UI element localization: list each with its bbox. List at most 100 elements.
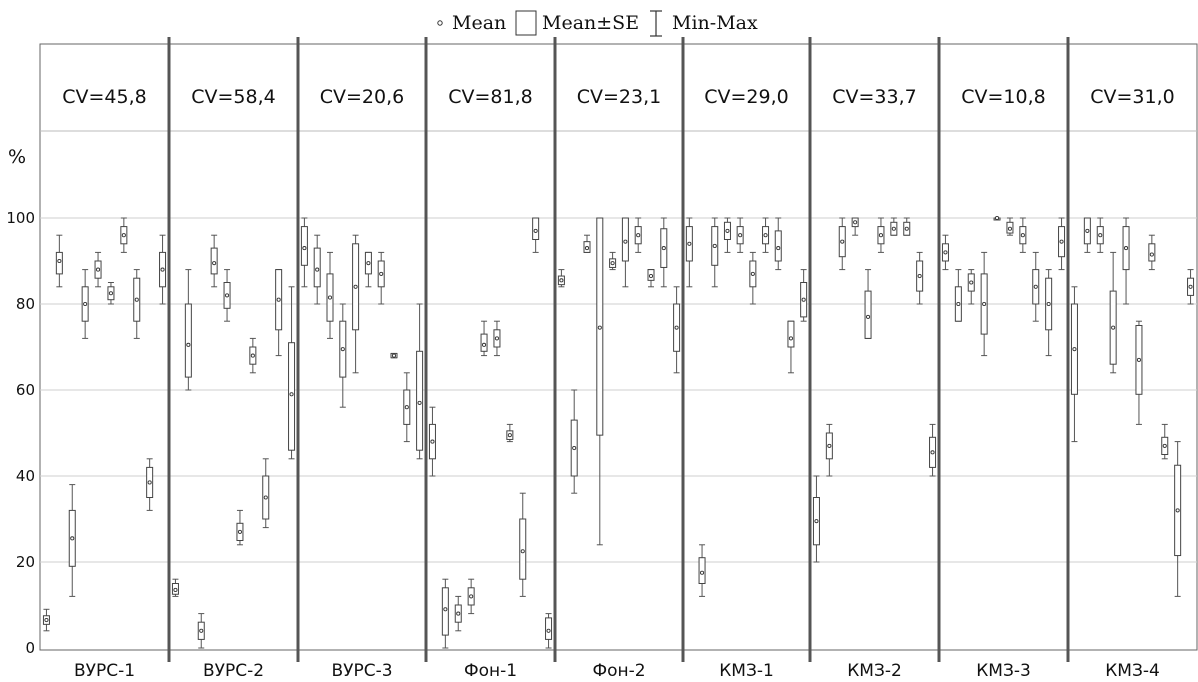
box-item <box>1096 217 1104 253</box>
mean-marker <box>763 233 768 238</box>
legend: Mean Mean±SE Min-Max <box>437 10 758 37</box>
box-item <box>300 217 308 288</box>
mean-marker <box>982 301 987 307</box>
y-tick-label: 20 <box>16 553 35 571</box>
box-item <box>493 320 501 357</box>
box-item <box>42 608 50 632</box>
box-item <box>993 215 1001 221</box>
box-item <box>326 251 334 339</box>
mean-marker <box>533 228 538 233</box>
mean-marker <box>315 267 320 272</box>
box-item <box>210 234 218 288</box>
box-item <box>1058 217 1066 271</box>
box-item <box>634 217 642 253</box>
mean-marker <box>1020 233 1025 238</box>
box-item <box>864 269 872 339</box>
mean-marker <box>391 353 397 358</box>
mean-marker <box>469 594 474 599</box>
box-item <box>171 578 179 597</box>
mean-marker <box>891 226 896 231</box>
box-item <box>1161 423 1169 460</box>
box-item <box>916 251 924 305</box>
mean-marker <box>1175 508 1180 513</box>
box-item <box>545 613 553 649</box>
mean-marker <box>878 233 884 238</box>
plot-frame <box>39 43 1198 651</box>
mean-marker <box>379 271 384 276</box>
mean-marker <box>70 536 75 541</box>
box-item <box>55 234 63 288</box>
box-item <box>1122 217 1130 305</box>
mean-marker <box>263 495 268 500</box>
mean-marker <box>597 325 602 330</box>
box-item <box>980 251 988 357</box>
mean-marker <box>212 261 217 266</box>
box-item <box>146 458 154 511</box>
se-box <box>532 217 540 240</box>
mean-marker <box>57 258 62 264</box>
se-box <box>698 557 706 585</box>
box-item <box>1135 320 1143 425</box>
mean-marker <box>417 400 422 405</box>
grid-lines <box>40 217 1197 563</box>
box-item <box>288 286 296 460</box>
box-item <box>223 269 231 322</box>
box-item <box>774 217 782 271</box>
mean-marker <box>788 336 794 341</box>
box-item <box>339 303 347 408</box>
box-item <box>68 484 76 597</box>
category-label: ВУРС-1 <box>74 661 135 681</box>
mean-marker <box>674 325 679 330</box>
category-label: Фон-2 <box>592 661 645 681</box>
box-item <box>249 337 257 374</box>
category-labels: ВУРС-1 ВУРС-2 ВУРС-3 Фон-1 Фон-2 КМЗ-1 КМЗ-2 КМ… <box>74 661 1160 681</box>
box-item <box>967 269 975 305</box>
se-box <box>787 320 795 348</box>
mean-marker <box>520 549 525 554</box>
mean-marker <box>827 443 832 448</box>
mean-marker <box>700 570 705 575</box>
mean-marker <box>1162 443 1167 448</box>
mean-marker <box>956 301 961 307</box>
box-item <box>711 217 719 288</box>
box-item <box>1187 269 1195 305</box>
box-item <box>1032 251 1040 322</box>
category-label: КМЗ-2 <box>847 661 902 681</box>
mean-marker <box>44 618 49 623</box>
mean-marker <box>302 246 307 251</box>
mean-marker <box>366 261 371 266</box>
mean-marker <box>1149 252 1154 257</box>
box-item <box>877 217 885 253</box>
mean-marker <box>559 278 564 283</box>
box-item <box>1148 234 1156 271</box>
y-tick-label: 60 <box>16 381 35 399</box>
mean-marker <box>738 233 743 238</box>
box-item <box>941 234 949 271</box>
mean-marker <box>276 297 281 302</box>
box-item <box>1109 251 1117 374</box>
mean-marker <box>969 280 974 285</box>
mean-marker <box>186 342 191 347</box>
mean-marker <box>1098 233 1103 238</box>
cv-labels: CV=45,8 CV=58,4 CV=20,6 CV=81,8 CV=23,1 CV=29… <box>62 86 1175 108</box>
se-box <box>300 226 308 266</box>
mean-marker <box>289 392 294 397</box>
mean-marker <box>584 246 590 251</box>
mean-marker <box>237 529 242 534</box>
se-box <box>313 247 321 288</box>
y-tick-label: 40 <box>16 467 35 485</box>
mean-marker <box>507 433 512 438</box>
mean-marker <box>1059 239 1064 244</box>
category-label: КМЗ-4 <box>1105 661 1160 681</box>
mean-marker <box>327 295 333 300</box>
box-item <box>890 217 898 236</box>
cv-label: CV=29,0 <box>704 86 789 108</box>
mean-marker <box>687 241 692 246</box>
box-item <box>723 217 731 253</box>
mean-marker <box>353 284 358 289</box>
cv-label: CV=31,0 <box>1090 86 1175 108</box>
box-item <box>1174 441 1182 597</box>
category-label: ВУРС-2 <box>203 661 264 681</box>
box-item <box>364 251 372 288</box>
cv-label: CV=20,6 <box>320 86 405 108</box>
